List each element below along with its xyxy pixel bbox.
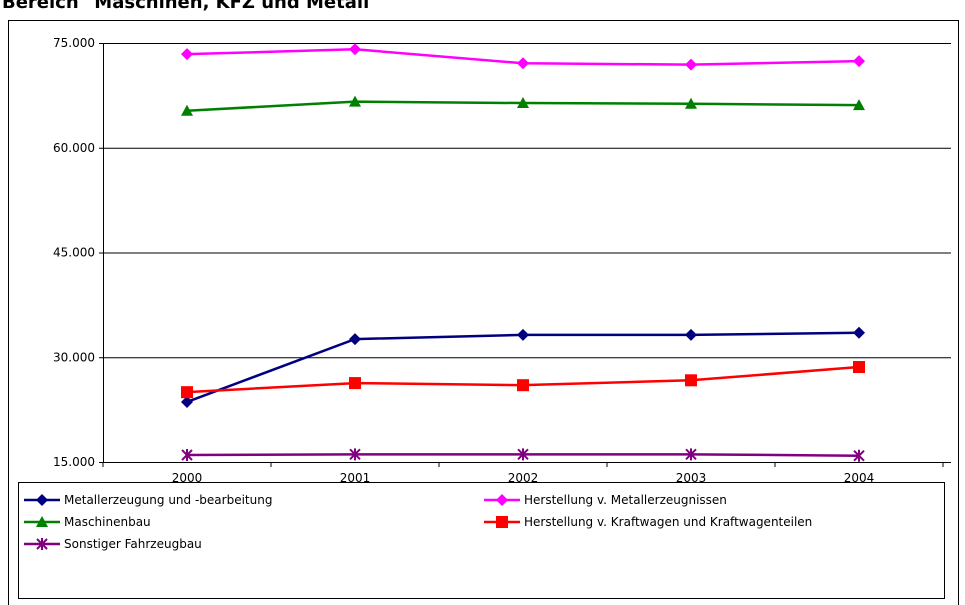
legend-box bbox=[18, 482, 945, 599]
x-tick-label: 2001 bbox=[340, 471, 371, 485]
marker bbox=[517, 379, 529, 392]
x-tick-label: 2002 bbox=[508, 471, 539, 485]
chart-title: Bereich "Maschinen, KFZ und Metall" bbox=[2, 0, 379, 13]
y-tick-label: 15.000 bbox=[53, 455, 95, 469]
marker bbox=[517, 328, 529, 341]
marker bbox=[181, 386, 193, 399]
marker bbox=[517, 97, 529, 109]
legend-label: Metallerzeugung und -bearbeitung bbox=[64, 493, 272, 507]
x-tick-label: 2000 bbox=[172, 471, 203, 485]
marker bbox=[349, 448, 361, 461]
marker bbox=[36, 494, 48, 506]
x-tick-label: 2003 bbox=[676, 471, 707, 485]
marker bbox=[685, 97, 697, 109]
marker bbox=[853, 55, 865, 68]
marker bbox=[181, 395, 193, 408]
marker bbox=[853, 99, 865, 111]
y-tick-label: 60.000 bbox=[53, 141, 95, 155]
y-tick-label: 30.000 bbox=[53, 350, 95, 364]
legend-label: Maschinenbau bbox=[64, 515, 151, 529]
marker bbox=[36, 516, 48, 527]
marker bbox=[517, 448, 529, 461]
marker bbox=[181, 104, 193, 116]
marker bbox=[853, 326, 865, 339]
marker bbox=[349, 333, 361, 346]
marker bbox=[349, 43, 361, 56]
legend-label: Herstellung v. Kraftwagen und Kraftwagen… bbox=[524, 515, 812, 529]
marker bbox=[181, 449, 193, 462]
marker bbox=[517, 57, 529, 70]
marker bbox=[853, 449, 865, 462]
marker bbox=[685, 328, 697, 341]
marker bbox=[181, 48, 193, 61]
x-tick-label: 2004 bbox=[844, 471, 875, 485]
y-tick-label: 45.000 bbox=[53, 246, 95, 260]
y-tick-label: 75.000 bbox=[53, 36, 95, 50]
legend-label: Sonstiger Fahrzeugbau bbox=[64, 537, 202, 551]
marker bbox=[36, 538, 48, 550]
marker bbox=[349, 95, 361, 107]
marker bbox=[496, 516, 508, 528]
marker bbox=[685, 58, 697, 71]
marker bbox=[349, 377, 361, 390]
marker bbox=[496, 494, 508, 506]
marker bbox=[685, 374, 697, 387]
legend-label: Herstellung v. Metallerzeugnissen bbox=[524, 493, 727, 507]
marker bbox=[853, 361, 865, 374]
marker bbox=[685, 448, 697, 461]
